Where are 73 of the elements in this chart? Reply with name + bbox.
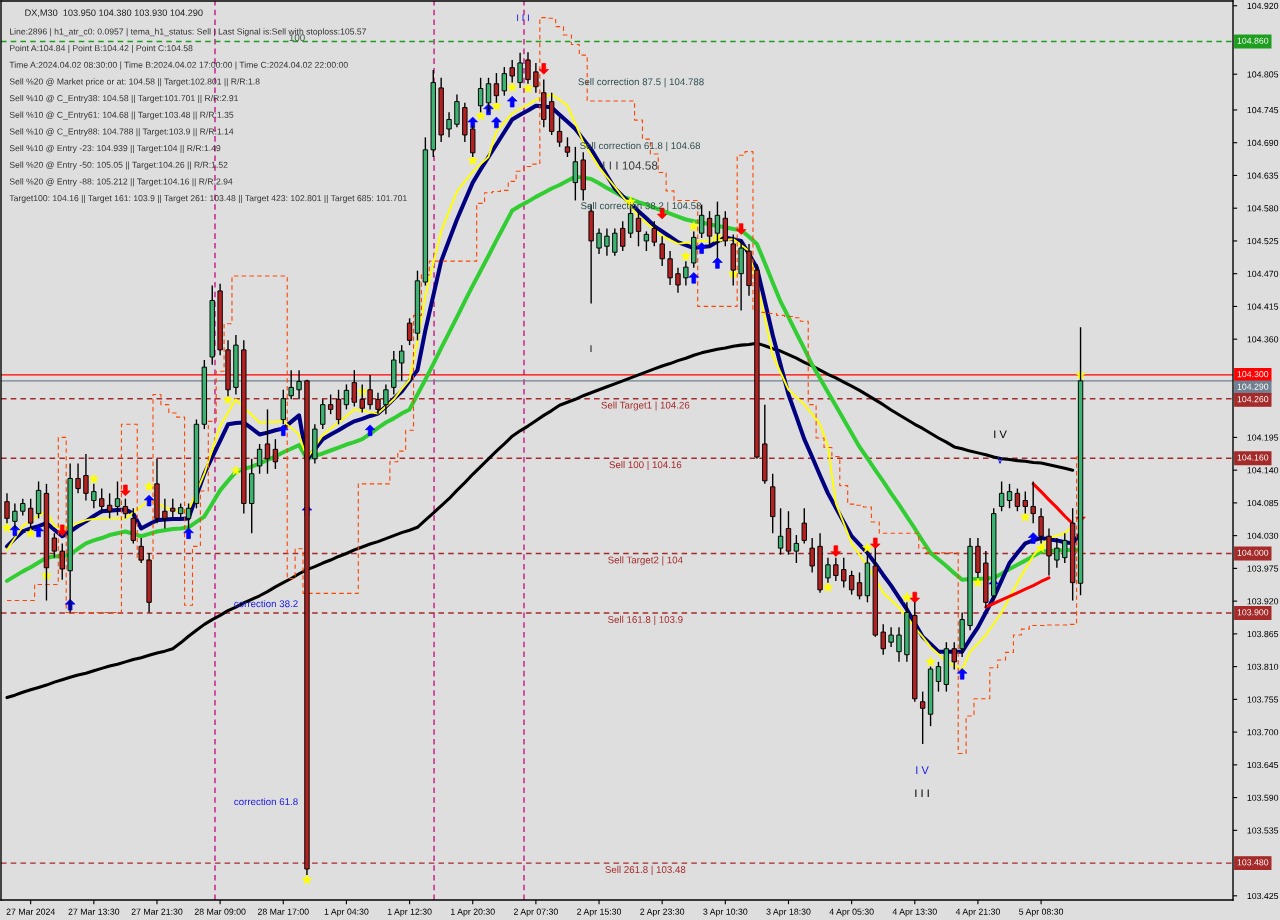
annotation: Sell Target1 | 104.26 [601,401,690,411]
x-tick-label: 1 Apr 04:30 [324,908,369,917]
x-tick-label: 5 Apr 08:30 [1019,908,1064,917]
x-tick-label: 4 Apr 21:30 [955,908,1000,917]
y-tick-label: 104.580 [1247,205,1279,212]
x-tick-label: 2 Apr 15:30 [577,908,622,917]
x-tick-label: 2 Apr 23:30 [640,908,685,917]
annotation: I V [916,766,929,775]
annotation: Sell %20 @ Entry -50: 105.05 || Target:104.26 || R/R:1.52 [9,161,228,170]
y-tick-label: 103.425 [1247,892,1279,900]
ref-line-label: 103.480 [1237,859,1269,866]
annotation: I I I [915,789,929,798]
annotation: I I I [517,14,529,22]
annotation: ∨ [997,457,1003,464]
y-tick-label: 104.470 [1247,270,1279,277]
x-tick-label: 27 Mar 2024 [6,908,55,915]
x-tick-label: 4 Apr 13:30 [892,908,937,917]
x-tick-label: 27 Mar 21:30 [131,908,183,915]
ref-line-label: 104.160 [1237,454,1269,461]
y-tick-label: 103.535 [1247,827,1279,834]
annotation: Sell 261.8 | 103.48 [605,865,686,875]
y-tick-label: 103.700 [1247,729,1279,736]
annotation: Sell %10 @ C_Entry88: 104.788 || Target:103.9 || R/R:1.14 [9,128,234,137]
y-tick-label: 103.590 [1247,794,1279,801]
x-tick-label: 1 Apr 20:30 [451,908,495,917]
x-tick-label: 2 Apr 07:30 [513,908,558,917]
annotation: correction 61.8 [234,797,298,806]
ref-line-label: 103.900 [1237,609,1269,616]
annotation: Sell 100 | 104.16 [609,461,682,471]
x-tick-label: 3 Apr 10:30 [703,908,748,917]
annotation: 100 [289,34,305,42]
annotation: Point A:104.84 | Point B:104.42 | Point C:104.58 [10,44,193,53]
y-tick-label: 104.525 [1247,237,1279,245]
annotation: Sell %20 @ Market price or at: 104.58 || Target:102.801 || R/R:1.8 [9,78,260,87]
annotation: Sell correction 87.5 | 104.788 [578,78,704,88]
annotation: Sell Target2 | 104 [608,556,683,566]
ref-line-label: 104.290 [1237,383,1269,390]
annotation: I V [994,430,1007,439]
x-tick-label: 4 Apr 05:30 [829,908,874,917]
y-tick-label: 104.805 [1247,71,1279,78]
y-tick-label: 104.085 [1247,499,1279,507]
text: DX,M30 103.950 104.380 103.930 104.290 [25,9,203,18]
y-tick-label: 104.635 [1247,172,1279,179]
y-tick-label: 104.745 [1247,107,1279,114]
ref-line-label: 104.260 [1237,396,1269,403]
annotation: I [590,345,592,352]
y-tick-label: 103.920 [1247,598,1279,605]
y-tick-label: 103.865 [1247,630,1279,638]
ref-line-label: 104.000 [1237,549,1269,556]
x-tick-label: 3 Apr 18:30 [766,908,811,917]
x-tick-label: 28 Mar 17:00 [257,908,309,915]
y-tick-label: 104.920 [1247,2,1279,10]
y-tick-label: 104.195 [1247,434,1279,441]
x-tick-label: 28 Mar 09:00 [194,908,246,915]
annotation: Time A:2024.04.02 08:30:00 | Time B:2024.04.02 17:00:00 | Time C:2024.04.02 22:00:00 [9,61,348,70]
y-tick-label: 104.415 [1247,303,1279,310]
annotation: Sell %10 @ C_Entry61: 104.68 || Target:103.48 || R/R:1.35 [9,111,234,120]
x-tick-label: 27 Mar 13:30 [68,908,120,915]
ref-line-label: 104.860 [1237,37,1269,44]
annotation: I I I 104.58 [603,161,658,170]
annotation: Sell %20 @ Entry -88: 105.212 || Target:104.16 || R/R:2.94 [9,178,233,187]
y-tick-label: 104.360 [1247,336,1279,343]
y-tick-label: 103.810 [1247,663,1279,670]
y-tick-label: 103.645 [1247,761,1279,769]
ref-line-label: 104.300 [1237,371,1269,378]
y-tick-label: 104.140 [1247,467,1279,474]
annotation: Sell 161.8 | 103.9 [608,615,683,625]
y-tick-label: 103.755 [1247,696,1279,703]
y-tick-label: 104.690 [1247,139,1279,146]
y-tick-label: 103.975 [1247,565,1279,572]
y-tick-label: 104.030 [1247,532,1279,539]
x-tick-label: 1 Apr 12:30 [387,908,432,917]
annotation: Sell %10 @ C_Entry38: 104.58 || Target:101.701 || R/R:2.91 [9,94,239,103]
